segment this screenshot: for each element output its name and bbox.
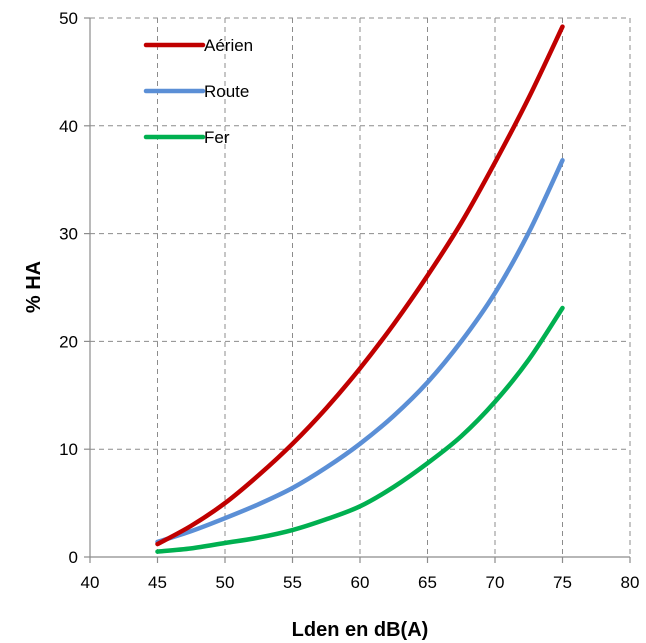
y-tick-label: 20 — [59, 332, 78, 351]
y-tick-label: 10 — [59, 440, 78, 459]
y-tick-label: 40 — [59, 117, 78, 136]
x-tick-label: 65 — [418, 573, 437, 592]
x-tick-label: 75 — [553, 573, 572, 592]
series-lines — [155, 24, 565, 554]
axes: 40 45 50 55 60 65 70 75 80 0 10 20 30 40 50 — [59, 9, 639, 592]
x-tick-label: 80 — [621, 573, 640, 592]
series-line-fer — [155, 305, 565, 554]
y-tick-label: 0 — [69, 548, 78, 567]
x-tick-label: 60 — [351, 573, 370, 592]
y-tick-label: 50 — [59, 9, 78, 28]
legend: Aérien Route Fer — [143, 36, 253, 147]
x-tick-label: 55 — [283, 573, 302, 592]
y-tick-label: 30 — [59, 225, 78, 244]
y-axis-title: % HA — [23, 261, 45, 313]
x-axis-title: Lden en dB(A) — [292, 619, 429, 641]
legend-label-route: Route — [204, 82, 249, 101]
x-tick-label: 70 — [486, 573, 505, 592]
legend-label-aerien: Aérien — [204, 36, 253, 55]
x-tick-label: 50 — [216, 573, 235, 592]
x-tick-label: 40 — [81, 573, 100, 592]
series-line-aerien — [155, 24, 565, 547]
grid — [90, 17, 631, 557]
legend-label-fer: Fer — [204, 128, 230, 147]
x-tick-label: 45 — [148, 573, 167, 592]
series-line-route — [155, 158, 565, 545]
